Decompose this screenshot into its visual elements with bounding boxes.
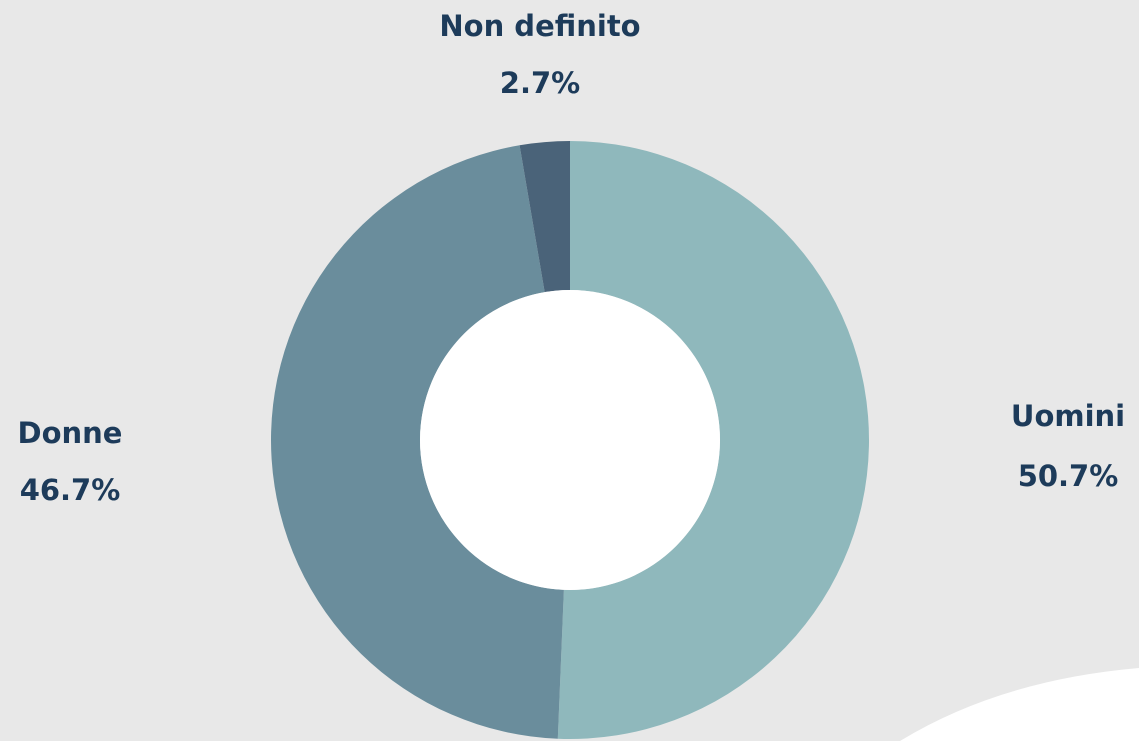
donut xyxy=(271,141,870,739)
slice-label: Donne xyxy=(18,416,123,450)
decor-shape xyxy=(900,668,1139,741)
slice xyxy=(557,141,870,739)
slice xyxy=(271,145,564,739)
slice-value-label: 46.7% xyxy=(20,473,121,507)
slice xyxy=(519,141,570,293)
labels: Uomini 50.7% Donne 46.7% Non definito 2.7% xyxy=(18,9,1126,507)
donut-hole xyxy=(420,290,720,590)
slice-label: Uomini xyxy=(1011,399,1125,433)
slice-value-label: 50.7% xyxy=(1018,459,1119,493)
slice-label: Non definito xyxy=(439,9,640,43)
slice-value-label: 2.7% xyxy=(500,66,580,100)
